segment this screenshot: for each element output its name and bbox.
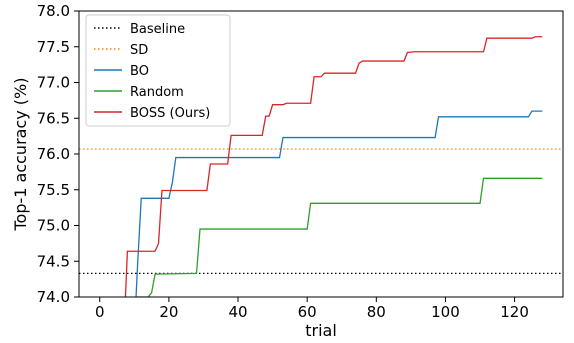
legend-label: Baseline [130,22,185,37]
x-tick-label: 60 [298,303,317,321]
legend-label: Random [130,85,184,100]
y-tick-label: 74.0 [37,288,70,306]
x-axis-title: trial [305,321,337,340]
y-tick-label: 76.0 [37,145,70,163]
series-line-random [137,177,543,297]
y-axis: 74.0 74.5 75.0 75.5 76.0 76.5 77.0 77.5 78.0 [37,2,79,306]
y-tick-label: 75.0 [37,217,70,235]
legend-label: BOSS (Ours) [130,106,210,121]
y-axis-title: Top-1 accuracy (%) [11,78,30,232]
legend: Baseline SD BO Random BOSS (Ours) [85,14,231,127]
x-tick-label: 100 [431,303,460,321]
x-tick-label: 0 [95,303,105,321]
series-line-boss-ours [124,36,543,297]
y-tick-label: 74.5 [37,252,70,270]
y-tick-label: 78.0 [37,2,70,20]
y-tick-label: 75.5 [37,181,70,199]
x-tick-label: 120 [500,303,529,321]
y-tick-label: 77.5 [37,38,70,56]
x-axis: 0 20 40 60 80 100 120 [95,297,529,321]
x-tick-label: 20 [159,303,178,321]
y-tick-label: 76.5 [37,109,70,127]
legend-label: BO [130,64,149,79]
legend-label: SD [130,43,148,58]
x-tick-label: 80 [367,303,386,321]
x-tick-label: 40 [228,303,247,321]
series-line-bo [135,110,543,297]
y-tick-label: 77.0 [37,74,70,92]
series-layer [79,36,563,297]
legend-box [85,14,231,127]
